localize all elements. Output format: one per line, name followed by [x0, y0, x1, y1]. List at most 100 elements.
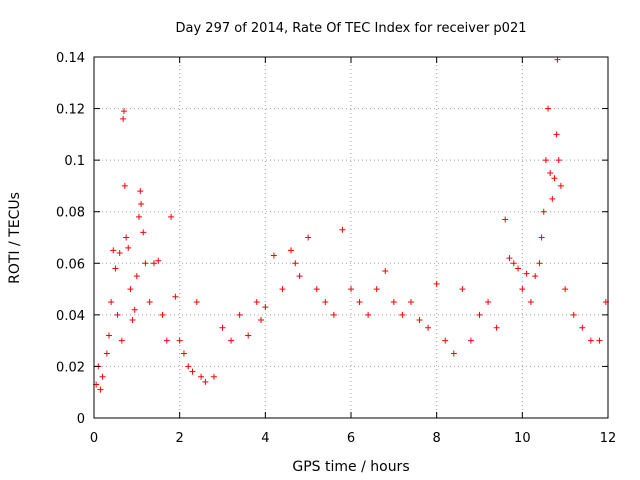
data-point: [253, 298, 260, 305]
data-point: [433, 280, 440, 287]
data-point: [138, 200, 145, 207]
data-point: [399, 311, 406, 318]
data-point: [551, 175, 558, 182]
data-point: [142, 260, 149, 267]
data-point: [99, 373, 106, 380]
y-axis-label: ROTI / TECUs: [7, 192, 23, 284]
data-point: [373, 286, 380, 293]
data-point: [330, 311, 337, 318]
data-point: [236, 311, 243, 318]
data-point: [570, 311, 577, 318]
data-point: [292, 260, 299, 267]
data-point: [459, 286, 466, 293]
y-tick-label: 0.06: [56, 257, 85, 272]
grid: [94, 57, 608, 418]
x-tick-label: 12: [600, 431, 617, 446]
data-point: [245, 332, 252, 339]
data-point: [279, 286, 286, 293]
data-point: [137, 188, 144, 195]
data-point: [365, 311, 372, 318]
data-point: [587, 337, 594, 344]
data-point: [133, 273, 140, 280]
data-point: [549, 195, 556, 202]
data-points: [93, 56, 609, 393]
data-point: [110, 247, 117, 254]
y-tick-label: 0.08: [56, 206, 85, 221]
data-point: [554, 56, 561, 63]
data-point: [163, 337, 170, 344]
y-tick-label: 0: [77, 412, 85, 427]
data-point: [121, 182, 128, 189]
data-point: [313, 286, 320, 293]
data-point: [105, 332, 112, 339]
data-point: [425, 324, 432, 331]
data-point: [155, 257, 162, 264]
data-point: [125, 244, 132, 251]
x-axis-label: GPS time / hours: [292, 459, 409, 475]
data-point: [553, 131, 560, 138]
data-point: [356, 298, 363, 305]
data-point: [322, 298, 329, 305]
data-point: [506, 255, 513, 262]
data-point: [542, 157, 549, 164]
data-point: [540, 208, 547, 215]
data-point: [442, 337, 449, 344]
data-point: [536, 260, 543, 267]
axis-ticks: [93, 56, 609, 419]
data-point: [547, 170, 554, 177]
data-point: [114, 311, 121, 318]
x-tick-label: 8: [433, 431, 441, 446]
data-point: [120, 115, 127, 122]
data-point: [131, 306, 138, 313]
data-point: [296, 273, 303, 280]
data-point: [532, 273, 539, 280]
y-tick-label: 0.02: [56, 360, 85, 375]
x-tick-label: 4: [261, 431, 269, 446]
data-point: [127, 286, 134, 293]
data-point: [485, 298, 492, 305]
data-point: [555, 157, 562, 164]
data-point: [596, 337, 603, 344]
data-point: [390, 298, 397, 305]
data-point: [159, 311, 166, 318]
x-tick-label: 10: [514, 431, 531, 446]
data-point: [129, 317, 136, 324]
data-point: [476, 311, 483, 318]
tick-labels: 0 2 4 6 8 10 12 0 0.02 0.04 0.06 0.08 0.1 0.12 0.14: [56, 51, 616, 446]
y-tick-label: 0.14: [56, 51, 85, 66]
data-point: [219, 324, 226, 331]
data-point: [228, 337, 235, 344]
chart-title: Day 297 of 2014, Rate Of TEC Index for r…: [176, 21, 527, 36]
data-point: [579, 324, 586, 331]
data-point: [176, 337, 183, 344]
data-point: [270, 252, 277, 259]
data-point: [502, 216, 509, 223]
data-point: [146, 298, 153, 305]
x-tick-label: 6: [347, 431, 355, 446]
data-point: [382, 268, 389, 275]
data-point: [467, 337, 474, 344]
data-point: [185, 363, 192, 370]
data-point: [135, 213, 142, 220]
data-point: [510, 260, 517, 267]
data-point: [523, 270, 530, 277]
data-point: [538, 234, 545, 241]
data-point: [140, 229, 147, 236]
data-point: [103, 350, 110, 357]
data-point: [150, 260, 157, 267]
data-point: [515, 265, 522, 272]
x-tick-label: 0: [90, 431, 98, 446]
data-point: [348, 286, 354, 293]
data-point: [450, 350, 457, 357]
data-point: [262, 304, 269, 311]
data-point: [258, 317, 265, 324]
data-point: [407, 298, 414, 305]
data-point: [120, 108, 127, 115]
data-point: [527, 298, 534, 305]
data-point: [210, 373, 217, 380]
data-point: [202, 378, 209, 385]
data-point: [172, 293, 179, 300]
data-point: [416, 317, 423, 324]
data-point: [562, 286, 569, 293]
data-point: [116, 249, 123, 256]
